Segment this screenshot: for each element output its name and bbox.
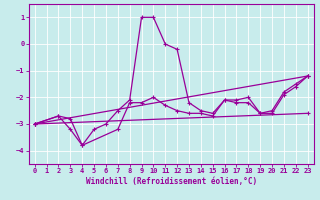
X-axis label: Windchill (Refroidissement éolien,°C): Windchill (Refroidissement éolien,°C)	[86, 177, 257, 186]
